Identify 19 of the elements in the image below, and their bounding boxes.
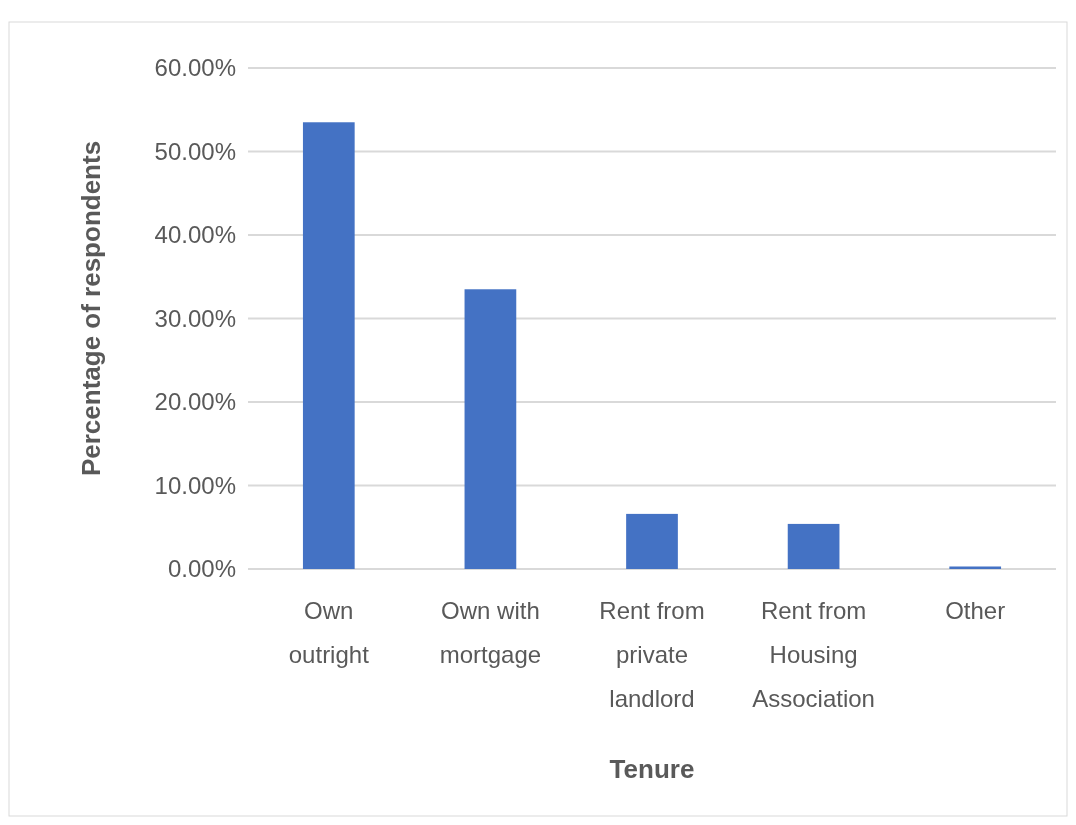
x-tick-label: Own outright <box>288 597 370 668</box>
y-axis-title: Percentage of respondents <box>76 140 106 477</box>
y-tick-label: 40.00% <box>154 221 236 249</box>
x-tick-label: Own with mortgage <box>439 597 542 668</box>
bar <box>949 566 1002 569</box>
y-tick-label: 50.00% <box>154 137 236 165</box>
bar <box>787 523 840 569</box>
y-tick-label: 0.00% <box>167 555 236 583</box>
y-tick-label: 20.00% <box>154 388 236 416</box>
x-tick-label: Rent from Housing Association <box>752 597 875 712</box>
x-axis-title: Tenure <box>609 754 695 784</box>
y-tick-label: 60.00% <box>154 54 236 82</box>
x-tick-label: Rent from private landlord <box>599 597 705 712</box>
y-tick-label: 30.00% <box>154 304 236 332</box>
bar <box>626 513 678 569</box>
bar <box>464 289 517 569</box>
x-tick-label: Other <box>945 597 1006 624</box>
y-tick-label: 10.00% <box>154 471 236 499</box>
bar <box>302 122 355 569</box>
